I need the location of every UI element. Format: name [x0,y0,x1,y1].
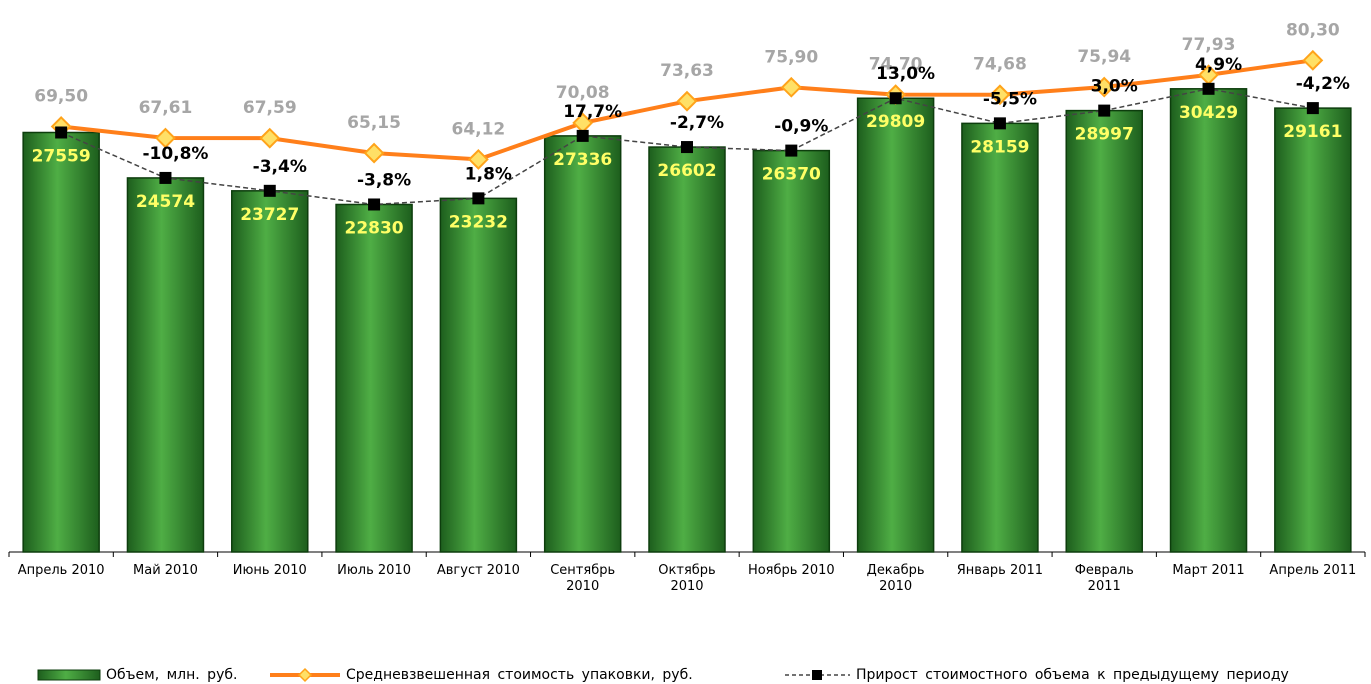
bar-value-label: 27336 [553,150,612,170]
price-marker [155,127,176,149]
x-tick-label: Август 2010 [436,563,520,578]
bar-value-label: 24574 [136,192,195,212]
price-label: 75,90 [764,47,818,67]
bar [648,146,726,553]
bar-value-label: 30429 [1179,103,1238,123]
growth-marker [55,126,68,139]
price-marker [363,142,385,164]
growth-marker [159,171,172,184]
bar-value-label: 22830 [344,218,403,238]
growth-label: 4,9% [1195,55,1242,75]
growth-marker [889,92,902,105]
growth-label: -0,9% [774,117,828,137]
price-marker [467,148,489,170]
bar-value-label: 29809 [866,112,925,132]
growth-label: -5,5% [983,89,1037,109]
x-tick-label: Апрель 2010 [17,563,105,578]
x-tick-label: Ноябрь 2010 [747,563,835,578]
legend-swatch [812,670,822,680]
growth-marker [1098,104,1111,117]
bar-value-label: 26602 [657,161,716,181]
price-marker [1093,76,1115,98]
bar [126,177,205,553]
growth-label: 13,0% [876,64,935,84]
growth-marker [472,192,485,205]
price-marker [989,84,1011,106]
x-tick-label: Декабрь 2010 [866,563,925,594]
growth-label: -3,4% [253,157,307,177]
price-marker [259,127,281,149]
bar-value-label: 26370 [762,165,821,185]
price-marker [676,90,698,112]
legend-swatch [297,667,313,683]
growth-marker [993,117,1006,130]
price-label: 77,93 [1182,35,1236,55]
growth-marker [681,141,693,154]
bar-value-label: 29161 [1283,122,1342,142]
growth-label: -10,8% [142,144,208,164]
price-marker [780,76,802,98]
growth-marker [576,129,589,142]
x-tick-label: Февраль 2011 [1074,563,1134,594]
legend-label: Прирост стоимостного объема к предыдущем… [856,667,1289,683]
x-tick-label: Июль 2010 [337,563,411,578]
bar-value-label: 23232 [449,212,508,232]
x-tick-label: Июнь 2010 [232,563,307,578]
growth-marker [263,184,276,197]
price-label: 67,59 [243,98,297,118]
bar [1169,88,1248,553]
growth-label: 3,0% [1091,77,1138,97]
price-label: 67,61 [139,98,193,118]
growth-marker [1306,102,1319,115]
x-tick-label: Апрель 2011 [1269,563,1357,578]
bar-value-label: 23727 [240,205,299,225]
price-label: 75,94 [1077,47,1131,67]
growth-marker [785,144,798,157]
bar-value-label: 28997 [1075,125,1134,145]
price-label: 70,08 [556,83,610,103]
bar [335,203,413,553]
price-label: 65,15 [347,113,401,133]
bar-value-label: 28159 [970,137,1029,157]
bar [231,190,309,553]
x-tick-label: Январь 2011 [956,563,1044,578]
x-tick-label: Март 2011 [1172,563,1245,578]
bar [961,122,1039,553]
bar [752,149,831,553]
price-label: 64,12 [451,119,505,139]
bar-value-label: 27559 [32,146,91,166]
price-marker [1302,49,1324,71]
growth-label: 17,7% [563,102,622,122]
x-tick-label: Май 2010 [133,563,198,578]
growth-label: -3,8% [357,170,411,190]
growth-marker [1202,82,1215,95]
x-tick-label: Сентябрь 2010 [550,563,616,594]
bar [543,135,622,553]
price-label: 73,63 [660,61,714,81]
bar [1274,107,1352,553]
price-label: 74,68 [973,55,1027,75]
legend-label: Объем, млн. руб. [106,667,237,683]
price-label: 69,50 [34,86,88,106]
price-label: 80,30 [1286,20,1340,40]
price-label: 74,70 [869,55,923,75]
legend-label: Средневзвешенная стоимость упаковки, руб… [346,667,693,683]
bar [1065,109,1143,553]
growth-label: -2,7% [670,113,724,133]
x-tick-label: Октябрь 2010 [658,563,716,594]
growth-label: -4,2% [1296,74,1350,94]
growth-marker [368,198,381,211]
legend-swatch [37,669,101,681]
bar [22,131,100,553]
growth-label: 1,8% [465,164,512,184]
bar [856,97,935,553]
bar [439,197,518,553]
